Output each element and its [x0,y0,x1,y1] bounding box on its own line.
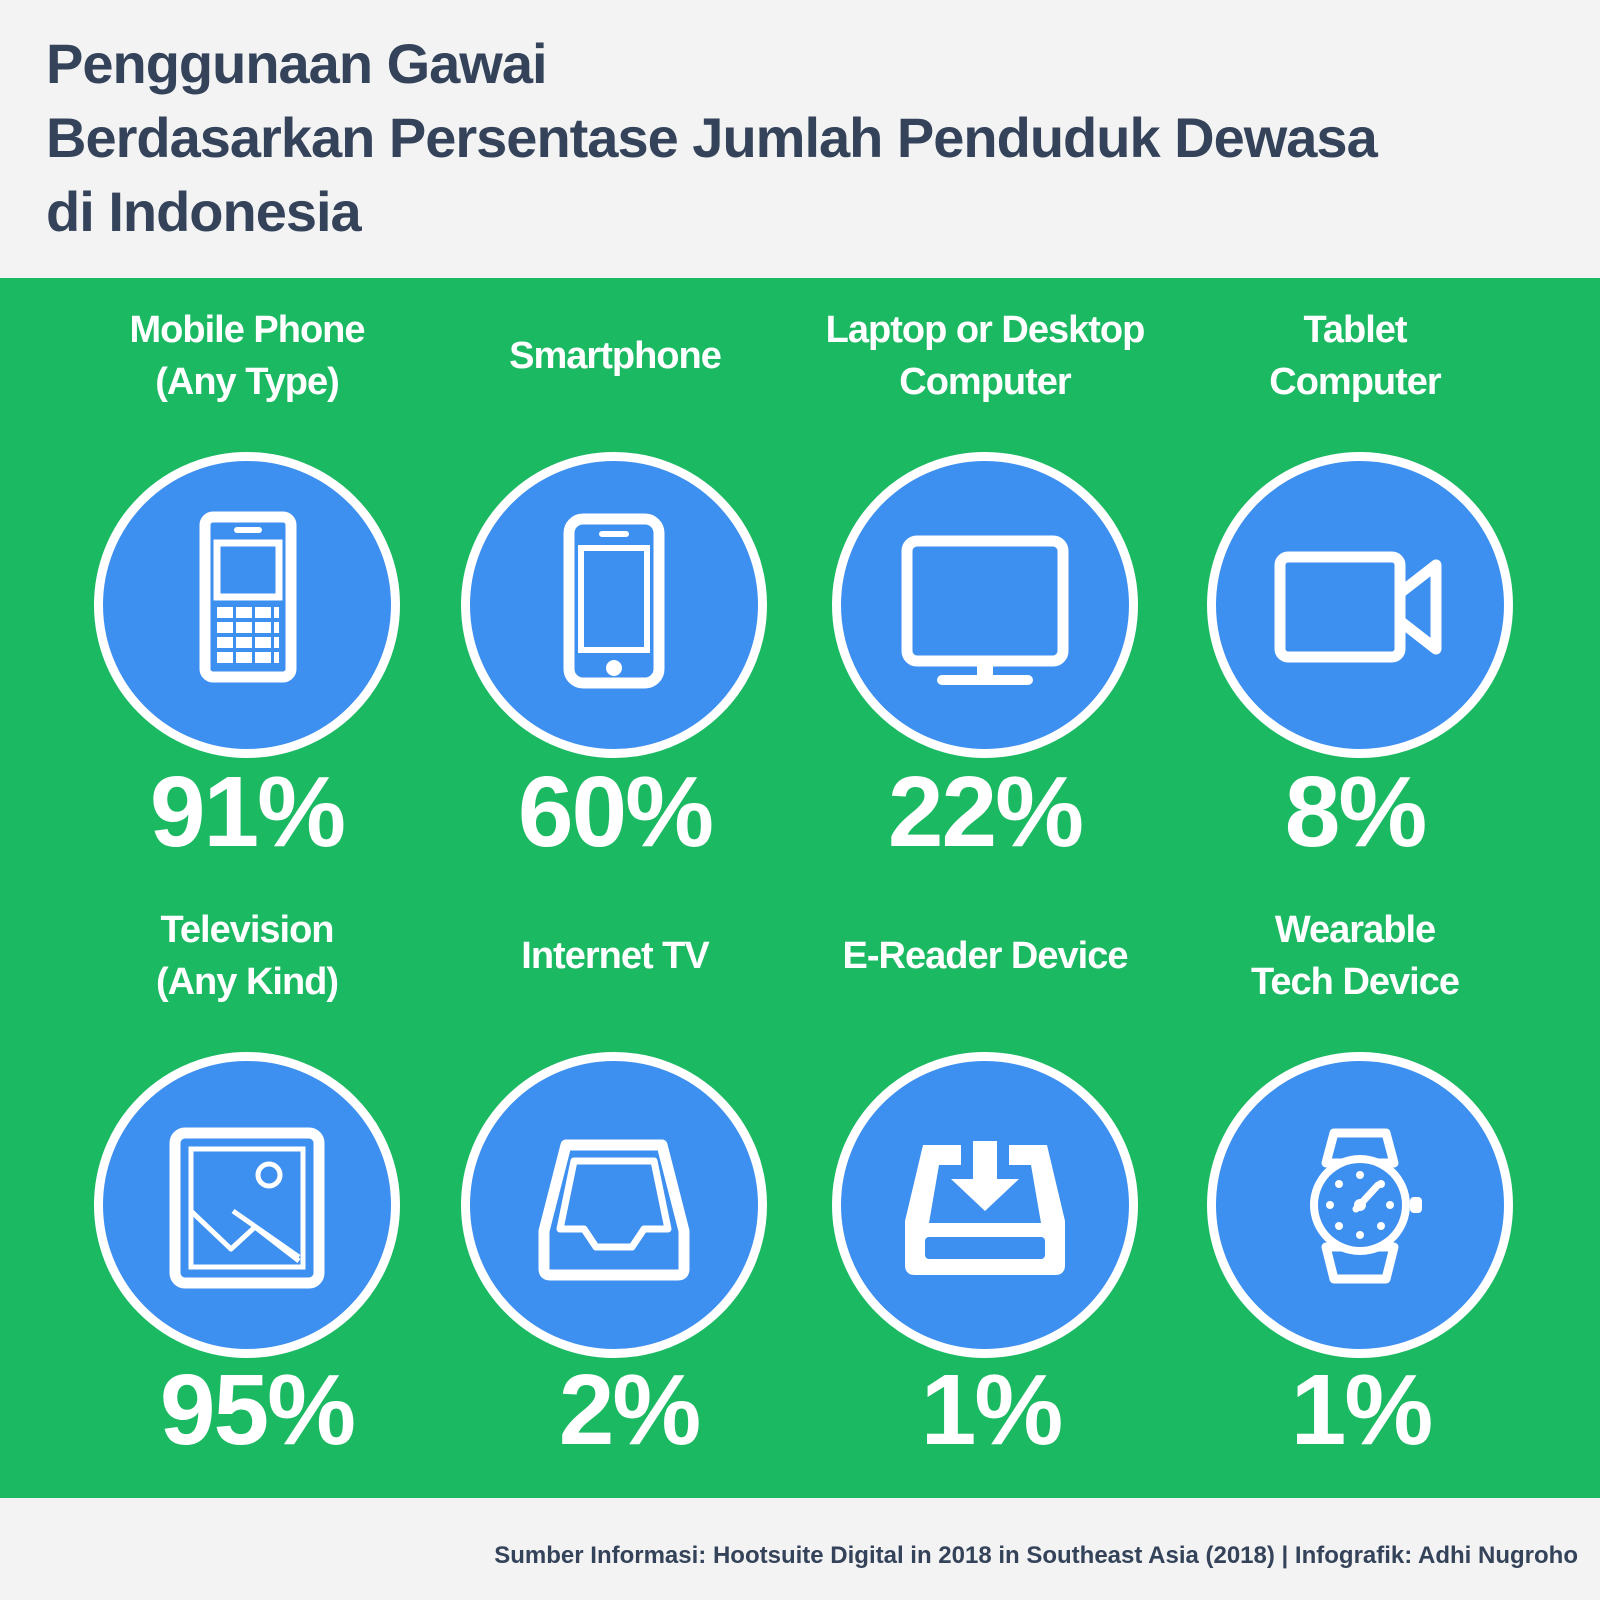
device-label: Mobile Phone (Any Type) [129,309,366,403]
wristwatch-icon [1207,1052,1513,1358]
device-label: Tablet Computer [1269,309,1441,403]
title-line-1: Penggunaan Gawai [46,32,548,95]
feature-phone-icon [94,452,400,758]
device-label: Laptop or Desktop Computer [825,309,1146,403]
device-laptop-desktop: Laptop or Desktop Computer 22% [815,298,1155,862]
device-smartphone: Smartphone 60% [445,298,785,862]
monitor-icon [832,452,1138,758]
device-label: Smartphone [509,335,722,377]
device-tablet: Tablet Computer 8% [1185,298,1525,862]
device-e-reader: E-Reader Device 1% [815,898,1155,1460]
infographic-panel: Mobile Phone (Any Type) 91% Smartphone [0,278,1600,1498]
percent-value: 1% [1290,1354,1434,1466]
percent-value: 1% [920,1354,1064,1466]
percent-value: 2% [558,1354,702,1466]
percent-value: 95% [159,1354,356,1466]
device-television: Television (Any Kind) 95% [77,898,417,1460]
title-line-3: di Indonesia [46,180,362,243]
device-label: Wearable Tech Device [1251,909,1460,1003]
percent-value: 60% [517,756,714,868]
percent-value: 8% [1284,756,1428,868]
smartphone-icon [461,452,767,758]
percent-value: 91% [149,756,346,868]
device-wearable: Wearable Tech Device 1% [1185,898,1525,1460]
device-internet-tv: Internet TV 2% [445,898,785,1460]
percent-value: 22% [887,756,1084,868]
device-label: E-Reader Device [842,935,1129,977]
header: Penggunaan Gawai Berdasarkan Persentase … [0,0,1600,278]
device-label: Internet TV [521,935,709,977]
footer: Sumber Informasi: Hootsuite Digital in 2… [0,1498,1600,1600]
inbox-tray-icon [461,1052,767,1358]
device-label: Television (Any Kind) [155,909,339,1003]
title-line-2: Berdasarkan Persentase Jumlah Penduduk D… [46,106,1378,169]
video-camera-icon [1207,452,1513,758]
source-credit: Sumber Informasi: Hootsuite Digital in 2… [494,1542,1578,1569]
device-mobile-phone: Mobile Phone (Any Type) 91% [77,298,417,862]
download-tray-icon [832,1052,1138,1358]
picture-frame-icon [94,1052,400,1358]
